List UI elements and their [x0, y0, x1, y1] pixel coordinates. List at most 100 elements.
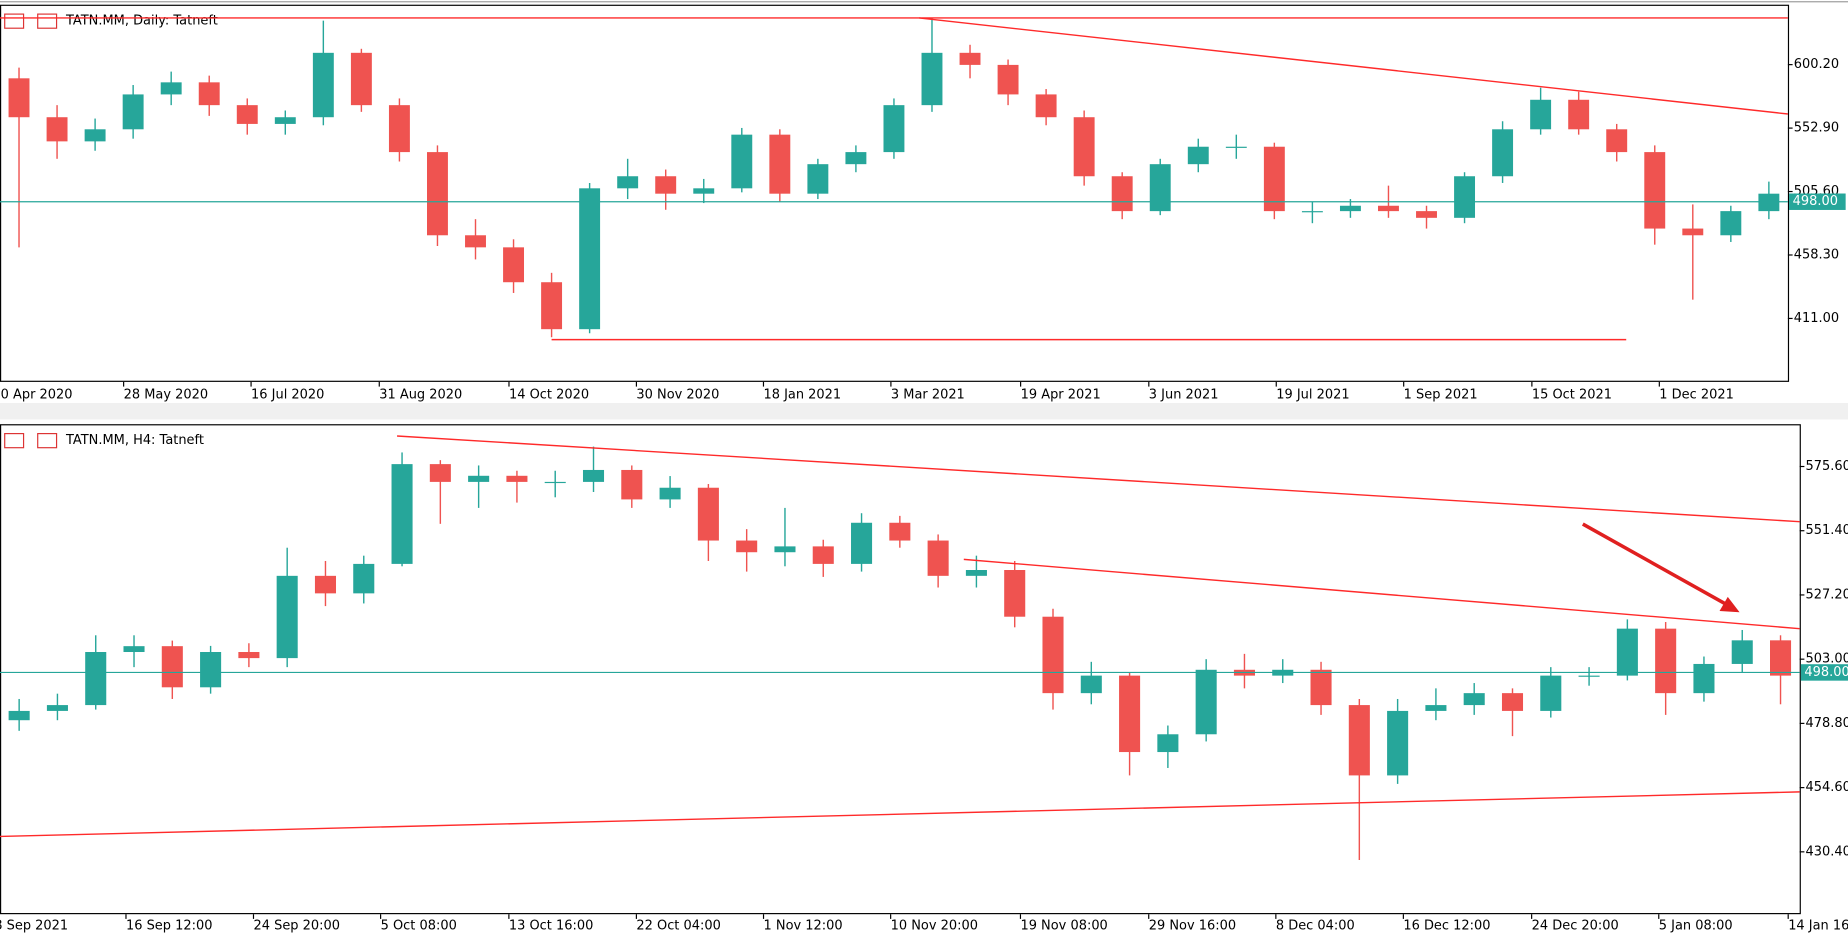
candle-body [1568, 99, 1590, 130]
x-tick-label: 15 Oct 2021 [1532, 387, 1612, 402]
x-tick-label: 19 Nov 08:00 [1020, 918, 1107, 933]
candle-body [1263, 146, 1285, 212]
candle-body [46, 705, 68, 711]
x-tick-label: 5 Oct 08:00 [381, 918, 457, 933]
candle-body [8, 78, 30, 118]
candle-body [659, 487, 681, 500]
x-tick-label: 16 Dec 12:00 [1403, 918, 1490, 933]
candle-body [1540, 675, 1562, 711]
icon[interactable] [4, 13, 25, 29]
candle-body [46, 117, 68, 142]
candle-body [350, 52, 372, 106]
x-tick-label: 16 Sep 12:00 [126, 918, 212, 933]
candle-body [1187, 146, 1209, 165]
candle-body [1042, 616, 1064, 694]
x-tick-label: 19 Apr 2021 [1021, 387, 1101, 402]
x-tick-label: 3 Jun 2021 [1149, 387, 1219, 402]
candle-body [544, 481, 566, 484]
candle-body [1492, 129, 1514, 177]
x-tick-label: 30 Nov 2020 [636, 387, 719, 402]
candle-body [1770, 640, 1792, 676]
y-tick-label: 454.60 [1806, 780, 1848, 795]
candle-body [503, 247, 525, 283]
candle-body [1425, 705, 1447, 711]
candle-body [429, 464, 451, 482]
x-tick-label: 13 Oct 16:00 [509, 918, 593, 933]
candle-body [1378, 205, 1399, 212]
y-tick-label: 552.90 [1794, 121, 1839, 136]
x-tick-label: 31 Aug 2020 [379, 387, 462, 402]
candle-body [617, 176, 639, 189]
candle-body [1720, 211, 1742, 236]
candle-body [1119, 675, 1141, 753]
candle-body [812, 546, 834, 564]
candle-body [883, 105, 905, 153]
last-price-box [1800, 664, 1848, 681]
candle-body [959, 52, 981, 65]
y-tick-label: 600.20 [1794, 57, 1839, 72]
candle-body [200, 652, 222, 688]
x-tick-label: 22 Oct 04:00 [636, 918, 720, 933]
y-tick-label: 503.00 [1806, 652, 1848, 667]
candle-body [1157, 734, 1179, 753]
candle-body [621, 469, 643, 500]
candle-body [1195, 669, 1217, 735]
y-tick-label: 430.40 [1806, 844, 1848, 859]
candle-body [1004, 570, 1026, 617]
candle-body [1111, 176, 1133, 212]
candle-body [731, 134, 753, 189]
candle-body [1758, 193, 1780, 212]
candle-body [468, 475, 490, 482]
x-tick-label: 24 Sep 20:00 [253, 918, 339, 933]
candle-body [1578, 675, 1600, 677]
candle-body [889, 522, 911, 541]
candle-body [388, 105, 410, 153]
icon[interactable] [37, 13, 58, 29]
last-price-label: 498.00 [1793, 194, 1838, 209]
x-tick-label: 5 Jan 08:00 [1659, 918, 1733, 933]
trend-line [918, 17, 1788, 115]
candle-body [582, 469, 605, 482]
y-tick-label: 411.00 [1794, 311, 1839, 326]
x-tick-label: 14 Oct 2020 [509, 387, 589, 402]
candle-body [1731, 640, 1753, 664]
candle-body [1655, 628, 1677, 694]
x-tick-label: 24 Dec 20:00 [1532, 918, 1619, 933]
candle-body [1387, 710, 1409, 776]
candle-body [845, 152, 867, 165]
candle-body [122, 94, 144, 130]
candle-body [927, 540, 949, 576]
x-tick-label: 29 Nov 16:00 [1149, 918, 1236, 933]
arrow-annotation [1581, 522, 1740, 613]
x-tick-label: 10 Nov 20:00 [891, 918, 978, 933]
candle-body [1035, 94, 1057, 118]
x-tick-label: 16 Jul 2020 [251, 387, 324, 402]
candle-body [1501, 693, 1524, 711]
candle-body [1454, 176, 1476, 218]
candle-body [314, 575, 337, 594]
last-price-label: 498.00 [1804, 665, 1848, 680]
candle-body [769, 134, 791, 194]
arrow-head [1719, 596, 1740, 613]
candle-body [123, 646, 145, 653]
icon[interactable] [37, 433, 58, 449]
candle-body [1463, 693, 1485, 706]
x-tick-label: 10 Apr 2020 [0, 387, 73, 402]
candle-body [161, 646, 183, 688]
candle-body [921, 52, 943, 106]
icon[interactable] [4, 433, 25, 449]
separator [0, 403, 1848, 420]
y-tick-label: 478.80 [1806, 716, 1848, 731]
candle-body [236, 105, 258, 124]
y-tick-label: 575.60 [1806, 459, 1848, 474]
candle-body [1080, 675, 1102, 694]
candle-body [1301, 211, 1323, 213]
candle-body [8, 710, 30, 721]
candle-body [1616, 628, 1638, 676]
candle-body [84, 129, 106, 142]
plot-frame [0, 4, 1790, 382]
trend-line [963, 558, 1800, 630]
arrow-shaft [1581, 522, 1729, 607]
